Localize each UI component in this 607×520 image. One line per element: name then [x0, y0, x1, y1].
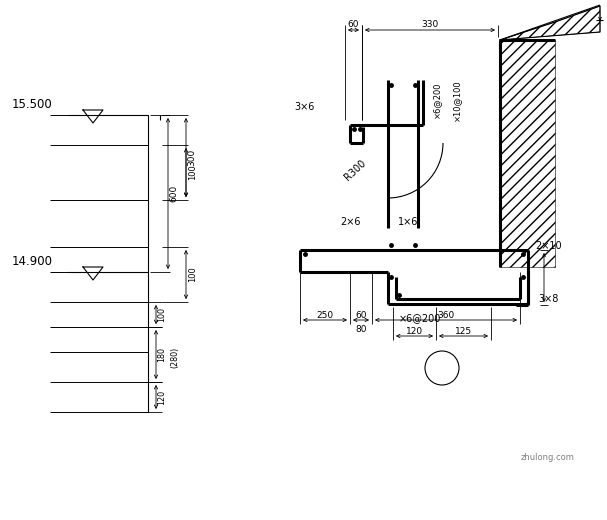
Text: 100: 100 [188, 267, 197, 282]
Text: (280): (280) [170, 346, 179, 368]
Text: 600: 600 [169, 185, 178, 202]
Text: 120: 120 [157, 389, 166, 405]
Text: 80: 80 [355, 324, 367, 333]
Text: 125: 125 [455, 327, 472, 335]
Text: R300: R300 [343, 158, 368, 183]
Polygon shape [500, 6, 600, 40]
Text: 120: 120 [406, 327, 423, 335]
Polygon shape [83, 110, 103, 123]
Text: 100: 100 [157, 307, 166, 322]
Text: 1×6: 1×6 [398, 217, 418, 227]
Text: 180: 180 [157, 347, 166, 362]
Text: 360: 360 [438, 310, 455, 319]
Text: 15.500: 15.500 [12, 98, 53, 111]
Text: 14.900: 14.900 [12, 255, 53, 268]
Text: ×6@200: ×6@200 [432, 82, 441, 118]
Text: 2×6: 2×6 [340, 217, 361, 227]
Text: 60: 60 [348, 20, 359, 29]
Text: 300: 300 [187, 149, 196, 166]
Text: 330: 330 [421, 20, 439, 29]
Text: ×6@200: ×6@200 [399, 313, 441, 323]
Text: 3×6: 3×6 [294, 102, 314, 112]
Text: 3×8: 3×8 [538, 294, 558, 304]
Text: 250: 250 [316, 310, 334, 319]
Text: ×10@100: ×10@100 [452, 79, 461, 121]
Text: 100: 100 [188, 165, 197, 180]
Text: zhulong.com: zhulong.com [521, 453, 575, 462]
Polygon shape [83, 267, 103, 280]
Text: 60: 60 [355, 310, 367, 319]
Text: 2×10: 2×10 [535, 241, 561, 251]
